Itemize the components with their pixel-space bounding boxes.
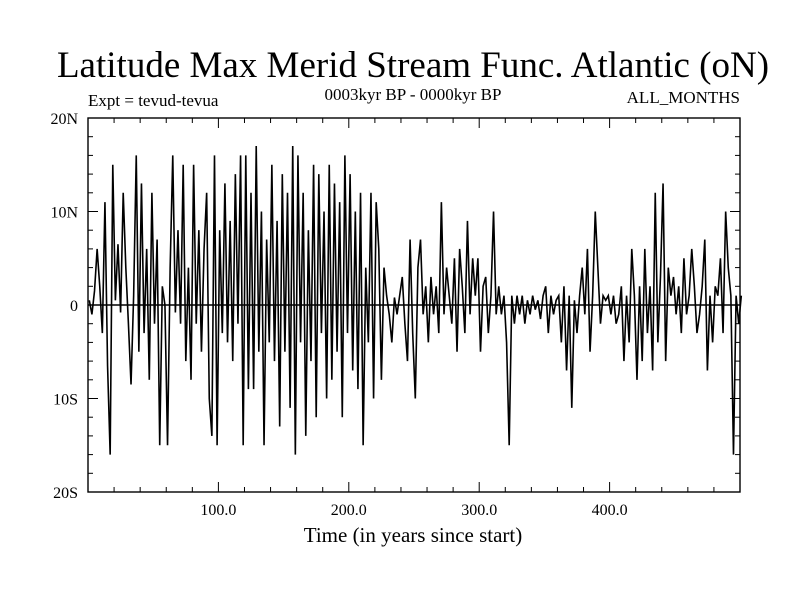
y-tick-label: 10S	[53, 392, 78, 409]
x-tick-label: 300.0	[461, 502, 497, 519]
x-axis-label: Time (in years since start)	[304, 523, 523, 547]
y-tick-label: 20S	[53, 485, 78, 502]
x-tick-label: 400.0	[592, 502, 628, 519]
subtitle-right: ALL_MONTHS	[627, 88, 740, 107]
subtitle-left: Expt = tevud-tevua	[88, 91, 219, 110]
x-tick-label: 200.0	[331, 502, 367, 519]
subtitle-center: 0003kyr BP - 0000kyr BP	[325, 85, 502, 104]
plot-area: 100.0 200.0 300.0 400.0 20N 10N 0 10S 20S	[50, 111, 743, 519]
y-tick-label: 20N	[50, 111, 78, 128]
series-line	[88, 146, 743, 455]
y-tick-label: 10N	[50, 205, 78, 222]
x-tick-label: 100.0	[200, 502, 236, 519]
y-tick-label: 0	[70, 298, 78, 315]
chart-title: Latitude Max Merid Stream Func. Atlantic…	[57, 45, 769, 86]
